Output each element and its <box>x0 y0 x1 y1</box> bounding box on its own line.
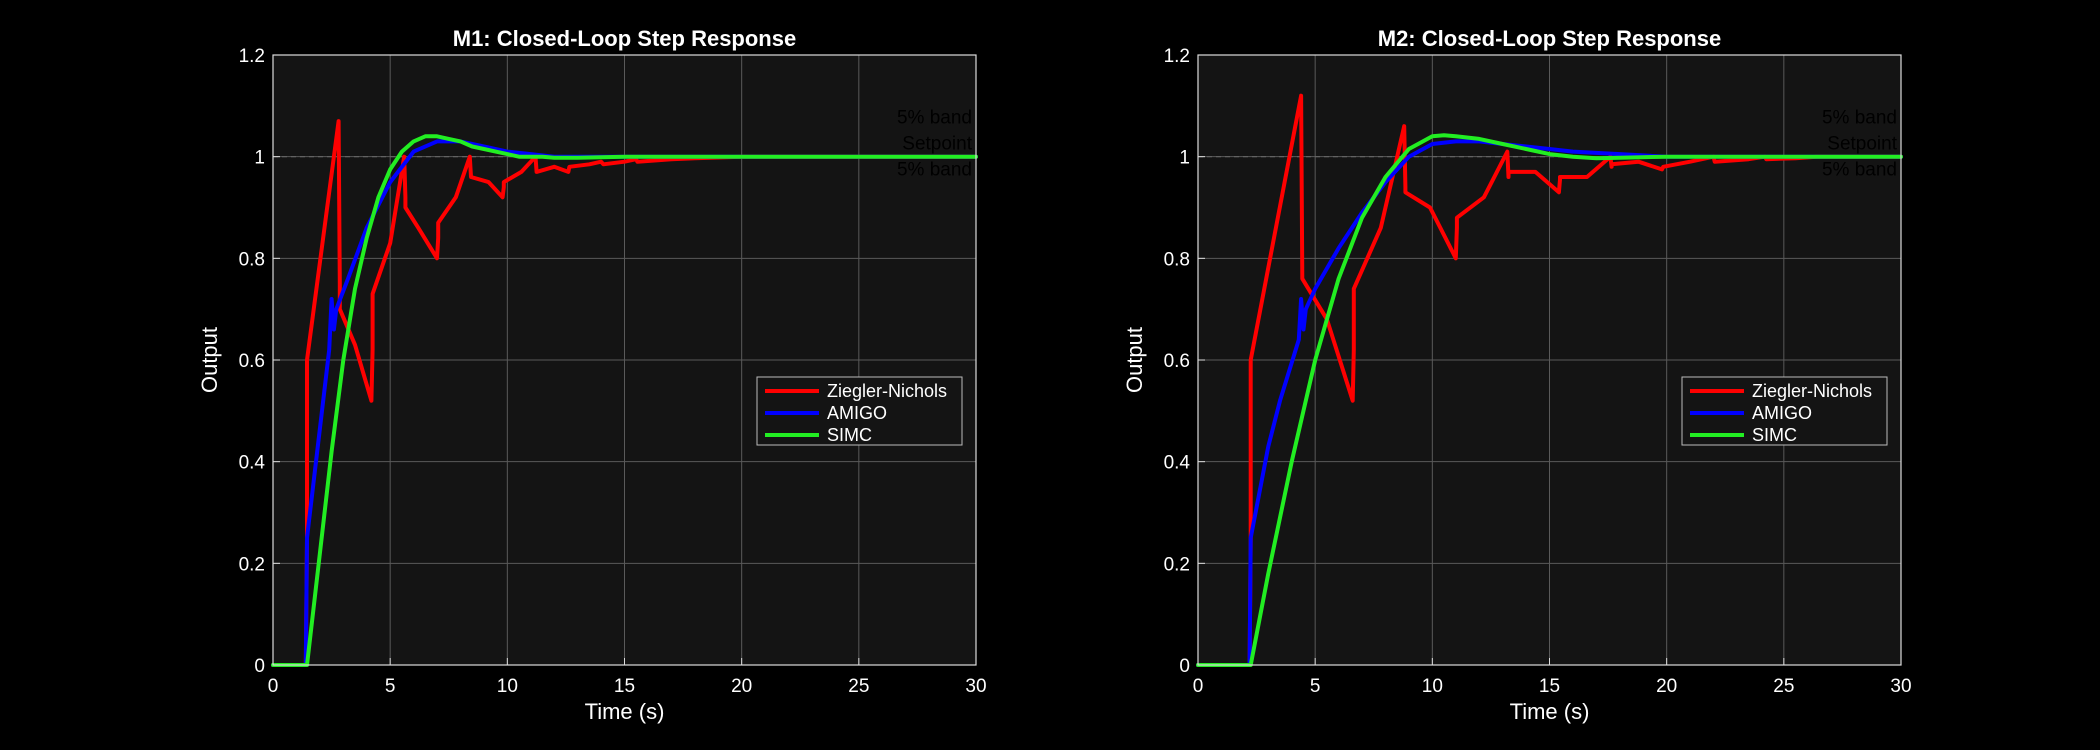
y-tick-label: 0.4 <box>239 453 266 474</box>
y-tick-label: 1 <box>254 148 265 169</box>
legend-label-ziegler-nichols: Ziegler-Nichols <box>1752 381 1872 401</box>
x-tick-label: 25 <box>1773 676 1794 697</box>
x-tick-label: 25 <box>848 676 869 697</box>
series-line-amigo <box>1196 139 1903 667</box>
legend-label-amigo: AMIGO <box>827 403 887 423</box>
y-axis-label: Output <box>197 327 222 393</box>
setpoint-annotation: Setpoint <box>902 134 972 155</box>
plot-frame <box>1197 54 1902 666</box>
chart-title: M2: Closed-Loop Step Response <box>1378 26 1721 51</box>
x-tick-label: 0 <box>1193 676 1204 697</box>
series-line-simc <box>271 134 978 667</box>
setpoint-annotation: Setpoint <box>1827 134 1897 155</box>
lower-band-annotation: 5% band <box>897 160 972 181</box>
x-tick-label: 30 <box>965 676 986 697</box>
legend: Ziegler-Nichols AMIGO SIMC <box>1681 376 1888 446</box>
plot-frame <box>272 54 977 666</box>
x-tick-label: 5 <box>385 676 396 697</box>
y-tick-label: 1.2 <box>239 46 265 67</box>
series-line-ziegler-nichols <box>271 119 978 667</box>
lower-band-annotation: 5% band <box>1822 160 1897 181</box>
upper-band-annotation: 5% band <box>1822 108 1897 129</box>
x-tick-label: 30 <box>1890 676 1911 697</box>
x-tick-label: 15 <box>1539 676 1560 697</box>
y-tick-label: 1 <box>1179 148 1190 169</box>
legend: Ziegler-Nichols AMIGO SIMC <box>756 376 963 446</box>
x-tick-label: 0 <box>268 676 279 697</box>
y-tick-label: 0.6 <box>239 351 265 372</box>
x-tick-label: 10 <box>497 676 518 697</box>
chart-panel-m2: 0 5 10 15 20 25 30 0 0.2 0.4 0.6 0.8 1 1.2 M2: Closed… <box>1122 26 1912 724</box>
x-tick-label: 20 <box>731 676 752 697</box>
y-tick-label: 0 <box>254 656 265 677</box>
legend-label-ziegler-nichols: Ziegler-Nichols <box>827 381 947 401</box>
x-axis-label: Time (s) <box>585 699 665 724</box>
y-axis-label: Output <box>1122 327 1147 393</box>
x-axis-label: Time (s) <box>1510 699 1590 724</box>
y-tick-label: 0.8 <box>239 249 265 270</box>
y-tick-label: 0.2 <box>1164 554 1190 575</box>
legend-label-simc: SIMC <box>1752 425 1797 445</box>
y-tick-label: 1.2 <box>1164 46 1190 67</box>
series-layer <box>1196 93 1903 667</box>
upper-band-annotation: 5% band <box>897 108 972 129</box>
chart-panel-m1: 0 5 10 15 20 25 30 0 0.2 0.4 0.6 0.8 1 1.2 M1: Closed… <box>197 26 987 724</box>
y-tick-label: 0.6 <box>1164 351 1190 372</box>
legend-label-simc: SIMC <box>827 425 872 445</box>
tick-labels: 0 5 10 15 20 25 30 0 0.2 0.4 0.6 0.8 1 1.2 <box>239 46 987 697</box>
series-layer <box>271 119 978 667</box>
x-tick-label: 20 <box>1656 676 1677 697</box>
y-tick-label: 0.8 <box>1164 249 1190 270</box>
series-line-simc <box>1196 133 1903 667</box>
chart-title: M1: Closed-Loop Step Response <box>453 26 796 51</box>
tick-labels: 0 5 10 15 20 25 30 0 0.2 0.4 0.6 0.8 1 1.2 <box>1164 46 1912 697</box>
legend-label-amigo: AMIGO <box>1752 403 1812 423</box>
y-tick-label: 0.4 <box>1164 453 1191 474</box>
x-tick-label: 5 <box>1310 676 1321 697</box>
y-tick-label: 0 <box>1179 656 1190 677</box>
y-tick-label: 0.2 <box>239 554 265 575</box>
x-tick-label: 10 <box>1422 676 1443 697</box>
x-tick-label: 15 <box>614 676 635 697</box>
